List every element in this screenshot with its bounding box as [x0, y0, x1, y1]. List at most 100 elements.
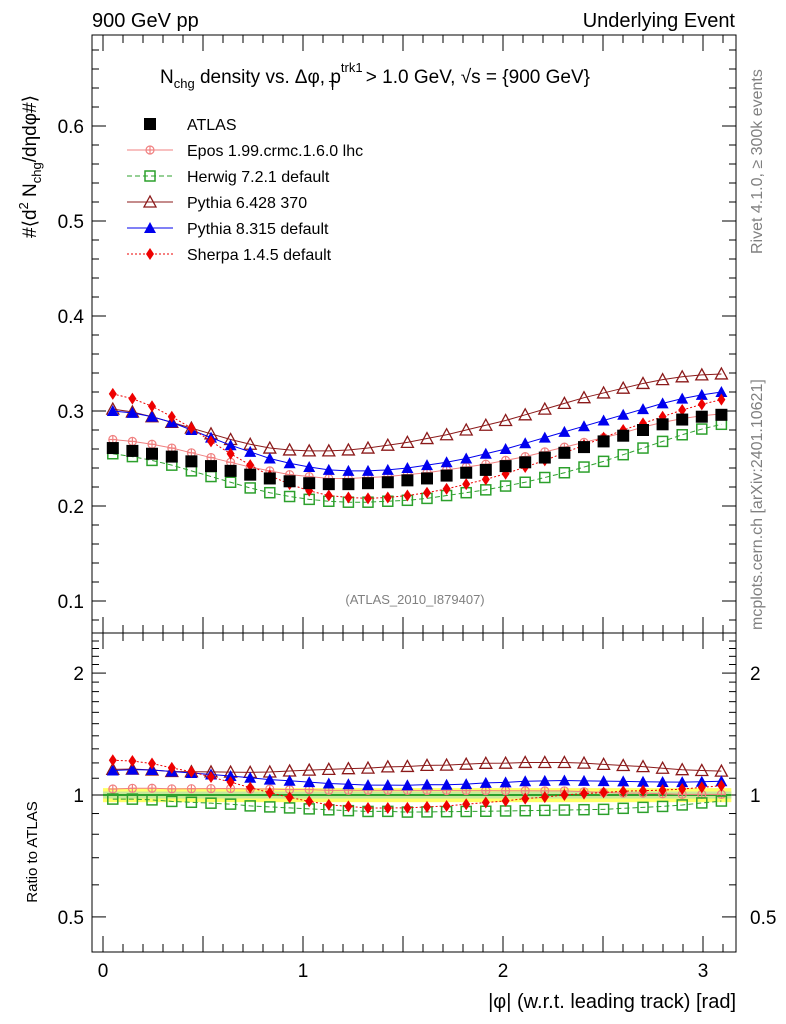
ratio-point	[187, 765, 196, 778]
main-axis-ticks: 0.1 0.2 0.3 0.4 0.5 0.6	[58, 35, 736, 633]
data-point	[322, 478, 335, 491]
ratio-ytick-label-right: 0.5	[750, 908, 776, 929]
ratio-point	[481, 796, 490, 809]
ratio-point	[108, 784, 118, 794]
data-point	[421, 459, 433, 471]
ratio-xlabel: |φ| (w.r.t. leading track) [rad]	[488, 991, 736, 1013]
data-point	[676, 413, 689, 426]
data-point	[519, 476, 531, 488]
data-point	[499, 460, 512, 473]
ratio-point	[501, 786, 511, 796]
legend-marker	[144, 170, 156, 182]
data-point	[576, 390, 592, 404]
main-ytick-label: 0.1	[58, 592, 84, 613]
data-point	[226, 447, 235, 460]
data-point	[637, 403, 649, 415]
data-point	[617, 408, 630, 420]
legend-marker	[145, 145, 155, 155]
data-point	[479, 447, 492, 459]
ratio-point	[479, 776, 492, 788]
legend-marker	[142, 194, 158, 208]
data-point	[303, 477, 316, 490]
data-point	[462, 478, 471, 491]
ratio-point	[440, 778, 453, 790]
data-point	[185, 455, 198, 468]
data-point	[147, 439, 157, 449]
data-point	[635, 376, 651, 390]
ratio-point	[519, 775, 532, 787]
data-point	[616, 380, 631, 394]
ratio-point	[656, 775, 669, 787]
data-point	[381, 463, 394, 475]
data-point	[694, 367, 709, 381]
data-point	[578, 441, 590, 454]
ratio-point	[639, 784, 647, 797]
main-title: Nchg density vs. Δφ, ptrk1 T > 1.0 GeV, √s…	[160, 60, 590, 93]
ratio-point	[675, 762, 690, 776]
data-point	[715, 408, 728, 421]
ratio-point	[285, 791, 294, 804]
ratio-xtick-label: 0	[98, 961, 109, 982]
ratio-point	[380, 759, 395, 773]
data-point	[439, 427, 454, 441]
ratio-point	[126, 763, 139, 775]
rivet-label: Rivet 4.1.0, ≥ 300k events	[749, 69, 766, 254]
ratio-point	[558, 774, 571, 786]
data-point	[207, 435, 215, 448]
ratio-point	[127, 783, 137, 793]
data-point	[362, 477, 374, 490]
ratio-point	[381, 779, 394, 791]
ratio-point	[578, 774, 590, 786]
data-point	[381, 476, 394, 489]
series-line	[112, 393, 722, 499]
data-point	[499, 443, 512, 454]
data-point	[423, 486, 431, 499]
data-point	[246, 459, 255, 472]
ratio-point	[462, 798, 471, 811]
ratio-point	[518, 755, 533, 769]
data-point	[656, 397, 669, 409]
ratio-point	[364, 802, 372, 815]
ratio-point	[321, 762, 336, 776]
ratio-point	[695, 775, 708, 787]
data-point	[539, 471, 551, 484]
ratio-xtick-label: 2	[498, 961, 509, 982]
data-point	[106, 442, 119, 455]
ratio-point	[302, 762, 317, 776]
data-point	[127, 436, 137, 446]
data-point	[557, 396, 572, 410]
ratio-point	[537, 755, 552, 769]
ratio-point	[498, 755, 513, 769]
ratio-ytick-label: 1	[73, 786, 84, 807]
data-point	[303, 461, 316, 473]
ratio-point	[694, 763, 709, 777]
data-point	[538, 451, 551, 464]
data-point	[578, 461, 590, 473]
ratio-point	[596, 757, 611, 771]
data-point	[558, 425, 571, 437]
title-part-f: = {900 GeV}	[481, 67, 590, 88]
data-point	[678, 404, 687, 417]
data-point	[558, 467, 571, 479]
ratio-point	[423, 800, 431, 813]
series-line	[112, 423, 722, 503]
legend-label: Epos 1.99.crmc.1.6.0 lhc	[187, 143, 363, 160]
data-point	[637, 442, 649, 454]
legend-entry: Epos 1.99.crmc.1.6.0 lhc	[127, 143, 363, 160]
ratio-point	[597, 775, 610, 787]
data-point	[519, 437, 532, 449]
legend-label: Pythia 8.315 default	[187, 221, 329, 238]
ratio-point	[715, 795, 728, 807]
ratio-point	[460, 778, 473, 790]
ratio-xtick-label: 3	[698, 961, 709, 982]
data-point	[498, 413, 513, 427]
data-point	[656, 435, 669, 448]
data-point	[695, 388, 708, 400]
data-point	[263, 452, 276, 464]
series-line	[112, 413, 722, 479]
ratio-point	[599, 786, 608, 799]
ratio-point	[383, 801, 392, 814]
data-point	[400, 434, 415, 449]
ratio-point	[637, 775, 649, 787]
ratio-point	[186, 784, 196, 794]
